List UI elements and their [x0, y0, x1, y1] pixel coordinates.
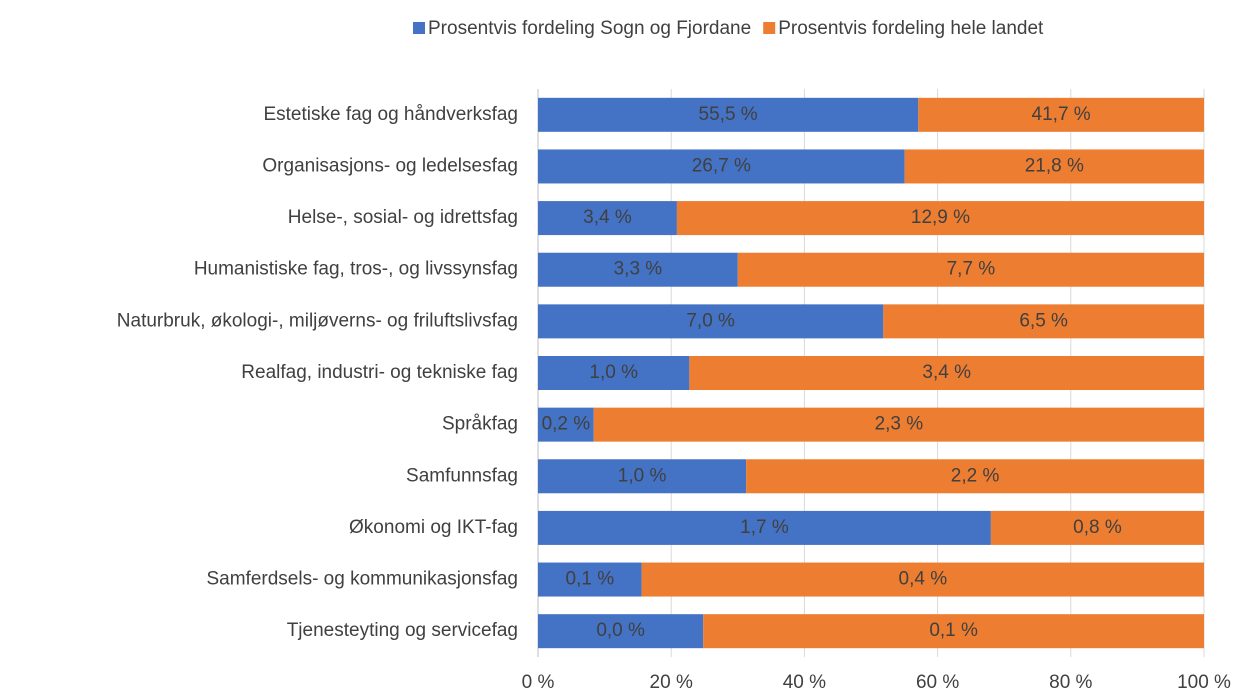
bar-segment — [990, 510, 1204, 545]
category-label: Estetiske fag og håndverksfag — [263, 104, 518, 125]
data-label: 7,7 % — [947, 259, 996, 280]
category-label: Organisasjons- og ledelsesfag — [262, 155, 518, 176]
bar-segment — [883, 304, 1204, 339]
data-label: 3,4 % — [922, 362, 971, 383]
x-tick-label: 40 % — [783, 672, 826, 693]
bar-segment — [538, 304, 884, 339]
category-label: Språkfag — [442, 414, 518, 435]
bar-segment — [538, 97, 919, 132]
bar-segment — [676, 201, 1204, 236]
legend-label: Prosentvis fordeling Sogn og Fjordane — [428, 18, 751, 39]
bar-segment — [538, 562, 642, 597]
bar-segment — [737, 252, 1204, 287]
data-label: 2,2 % — [951, 465, 1000, 486]
data-label: 0,1 % — [929, 620, 978, 641]
data-label: 1,0 % — [589, 362, 638, 383]
data-label: 3,4 % — [583, 207, 632, 228]
bar-segment — [538, 407, 594, 442]
category-label: Helse-, sosial- og idrettsfag — [288, 207, 518, 228]
data-label: 0,2 % — [542, 414, 591, 435]
bar-segment — [746, 459, 1204, 494]
legend-swatch — [763, 22, 776, 34]
bar-segment — [641, 562, 1204, 597]
data-label: 0,0 % — [596, 620, 645, 641]
bar-segment — [538, 614, 704, 649]
bar-segment — [538, 459, 747, 494]
data-label: 1,7 % — [740, 517, 789, 538]
x-tick-label: 60 % — [916, 672, 959, 693]
category-label: Samfunnsfag — [406, 465, 518, 486]
x-tick-label: 100 % — [1177, 672, 1231, 693]
category-label: Økonomi og IKT-fag — [349, 517, 518, 538]
legend-swatch — [413, 22, 425, 34]
data-label: 2,3 % — [875, 414, 924, 435]
data-label: 3,3 % — [614, 259, 663, 280]
data-label: 0,1 % — [566, 569, 615, 590]
data-label: 0,8 % — [1073, 517, 1122, 538]
bar-segment — [904, 149, 1204, 184]
bar-segment — [538, 356, 690, 390]
data-label: 12,9 % — [911, 207, 970, 228]
data-label: 21,8 % — [1025, 155, 1084, 176]
category-label: Tjenesteyting og servicefag — [287, 620, 518, 641]
bar-segment — [538, 149, 905, 184]
x-tick-label: 80 % — [1049, 672, 1092, 693]
bar-segment — [703, 614, 1204, 649]
bar-segment — [918, 97, 1204, 132]
category-label: Humanistiske fag, tros-, og livssynsfag — [194, 259, 518, 280]
bar-segment — [538, 510, 991, 545]
data-label: 7,0 % — [686, 310, 735, 331]
legend-label: Prosentvis fordeling hele landet — [778, 18, 1044, 39]
data-label: 26,7 % — [692, 155, 751, 176]
data-label: 6,5 % — [1019, 310, 1068, 331]
data-label: 0,4 % — [899, 569, 948, 590]
bar-segment — [538, 252, 738, 287]
x-tick-label: 20 % — [650, 672, 693, 693]
bar-segment — [689, 356, 1204, 390]
data-label: 41,7 % — [1032, 104, 1091, 125]
category-label: Realfag, industri- og tekniske fag — [241, 362, 518, 383]
bar-segment — [538, 201, 677, 236]
category-label: Samferdsels- og kommunikasjonsfag — [206, 569, 518, 590]
data-label: 55,5 % — [699, 104, 758, 125]
bar-segment — [593, 407, 1204, 442]
data-label: 1,0 % — [618, 465, 667, 486]
x-tick-label: 0 % — [522, 672, 555, 693]
category-label: Naturbruk, økologi-, miljøverns- og fril… — [117, 310, 518, 331]
